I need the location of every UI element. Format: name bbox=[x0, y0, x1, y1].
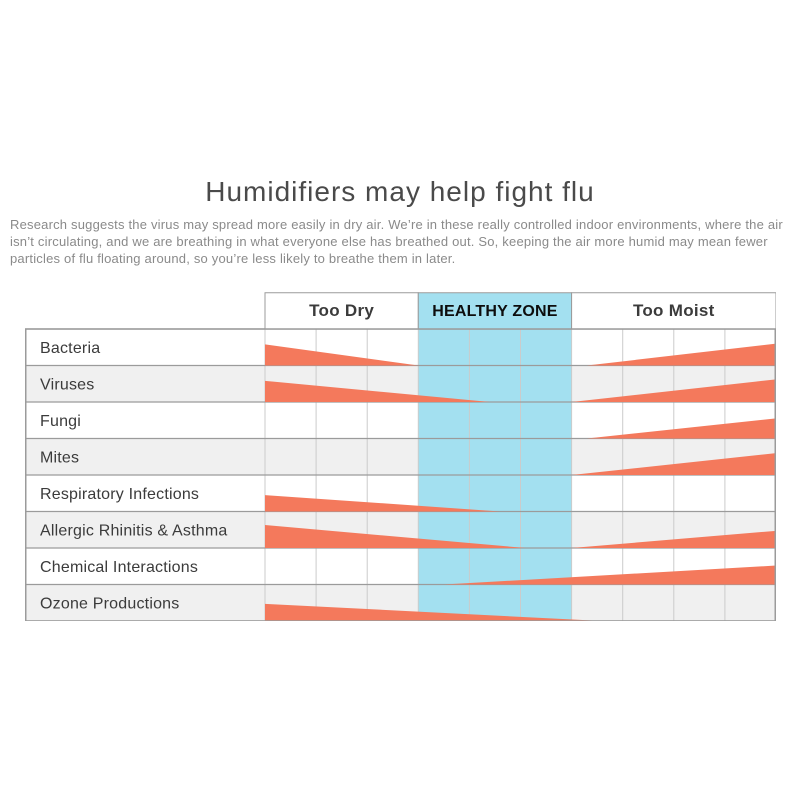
prevalence-wedge bbox=[586, 418, 776, 439]
prevalence-wedge bbox=[443, 565, 776, 585]
prevalence-wedge bbox=[571, 530, 776, 548]
humidity-chart-canvas: Too Dry HEALTHY ZONE Too Moist Bacteria Viru… bbox=[25, 292, 777, 622]
humidity-chart: Too Dry HEALTHY ZONE Too Moist Bacteria Viru… bbox=[25, 292, 777, 622]
row-label: Mites bbox=[40, 450, 79, 467]
zone-header-label: Too Dry bbox=[309, 301, 374, 320]
row-label: Viruses bbox=[40, 377, 94, 394]
page-description: Research suggests the virus may spread m… bbox=[10, 217, 783, 266]
page-title: Humidifiers may help fight flu bbox=[205, 176, 595, 207]
zone-header-cell bbox=[264, 292, 419, 330]
prevalence-wedge bbox=[265, 603, 603, 621]
row-label: Bacteria bbox=[40, 340, 100, 357]
zone-header-label: Too Moist bbox=[633, 301, 715, 320]
prevalence-wedge bbox=[571, 379, 776, 402]
row-label: Chemical Interactions bbox=[40, 559, 198, 576]
zone-header-cell bbox=[571, 292, 777, 330]
row-label: Respiratory Infections bbox=[40, 486, 199, 503]
zone-header-label: HEALTHY ZONE bbox=[432, 303, 557, 320]
row-label: Allergic Rhinitis & Asthma bbox=[40, 523, 228, 540]
row-label: Ozone Productions bbox=[40, 596, 179, 613]
row-label: Fungi bbox=[40, 413, 81, 430]
